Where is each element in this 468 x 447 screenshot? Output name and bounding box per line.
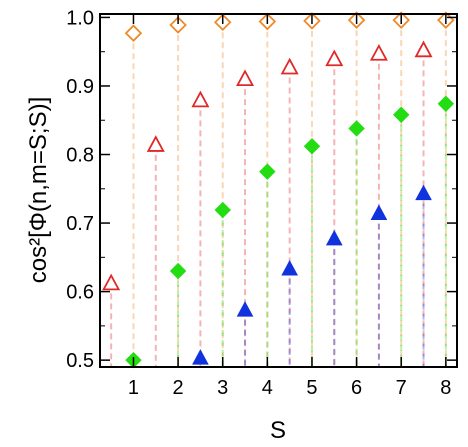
- x-tick-label: 8: [440, 377, 451, 399]
- data-point: [415, 184, 432, 201]
- axis-ticks: 1 2 3 4 5 6 7 8 0.5 0.6 0.7 0.8 0.9 1.0: [66, 7, 457, 399]
- data-point: [414, 40, 433, 58]
- x-tick-label: 6: [351, 377, 362, 399]
- data-point: [169, 16, 187, 34]
- data-point: [325, 49, 344, 67]
- y-tick-label: 0.6: [66, 282, 94, 304]
- data-point: [369, 43, 388, 61]
- x-tick-label: 7: [396, 377, 407, 399]
- data-point: [280, 57, 299, 75]
- data-point: [169, 262, 187, 280]
- x-tick-label: 3: [217, 377, 228, 399]
- drop-lines: [110, 20, 447, 367]
- data-point: [303, 138, 321, 155]
- data-point: [102, 273, 121, 291]
- x-tick-label: 4: [262, 377, 273, 399]
- data-point: [236, 301, 254, 317]
- y-tick-label: 0.7: [66, 213, 94, 235]
- x-tick-label: 2: [173, 377, 184, 399]
- data-point: [236, 69, 255, 87]
- data-point: [281, 260, 298, 276]
- data-point: [393, 106, 410, 123]
- data-point: [348, 120, 365, 137]
- plot-frame: [99, 13, 458, 368]
- data-point: [259, 163, 276, 180]
- y-tick-label: 1.0: [66, 7, 94, 29]
- data-point: [325, 229, 343, 246]
- y-tick-label: 0.5: [66, 350, 94, 372]
- data-point: [192, 349, 209, 365]
- data-markers: [102, 11, 455, 369]
- x-tick-label: 1: [128, 377, 139, 399]
- data-point: [124, 24, 143, 42]
- data-point: [146, 135, 165, 152]
- y-tick-label: 0.9: [66, 76, 94, 98]
- x-axis-label: S: [270, 417, 286, 444]
- x-tick-label: 5: [306, 377, 317, 399]
- data-point: [437, 95, 455, 112]
- data-point: [214, 201, 231, 219]
- y-axis-label: cos²[Φ(n,m=S;S)]: [25, 97, 52, 284]
- data-point: [370, 204, 388, 220]
- y-tick-label: 0.8: [66, 145, 94, 167]
- data-point: [191, 90, 210, 108]
